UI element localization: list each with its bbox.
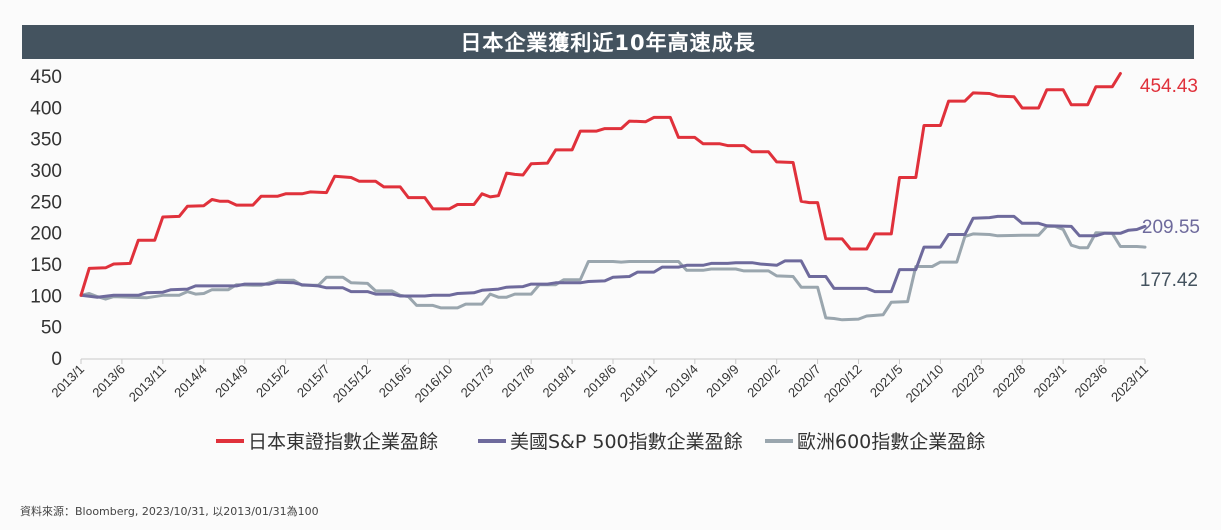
- y-tick-label: 100: [30, 286, 62, 307]
- y-tick-label: 400: [30, 98, 62, 119]
- x-tick-label: 2020/12: [821, 362, 865, 406]
- x-tick-label: 2017/3: [458, 362, 497, 401]
- x-tick-label: 2015/7: [294, 362, 333, 401]
- x-tick-label: 2022/8: [990, 362, 1029, 401]
- x-tick-label: 2023/6: [1071, 362, 1110, 401]
- x-tick-label: 2019/9: [703, 362, 742, 401]
- x-tick-label: 2018/1: [539, 362, 578, 401]
- x-tick-label: 2023/1: [1031, 362, 1070, 401]
- x-tick-label: 2013/6: [89, 362, 128, 401]
- legend-japan-label: 日本東證指數企業盈餘: [248, 431, 438, 453]
- x-tick-label: 2021/5: [867, 362, 906, 401]
- y-tick-label: 450: [30, 67, 62, 88]
- y-tick-label: 250: [30, 192, 62, 213]
- x-tick-label: 2017/8: [499, 362, 538, 401]
- x-tick-label: 2013/11: [126, 362, 169, 405]
- y-tick-label: 50: [41, 318, 62, 339]
- y-tick-label: 150: [30, 255, 62, 276]
- x-tick-label: 2018/11: [617, 362, 660, 405]
- x-tick-label: 2016/5: [376, 362, 415, 401]
- x-tick-label: 2020/2: [744, 362, 783, 401]
- x-tick-label: 2015/12: [330, 362, 374, 406]
- x-tick-label: 2014/4: [171, 362, 210, 401]
- y-tick-label: 0: [51, 349, 62, 370]
- x-tick-label: 2018/6: [580, 362, 619, 401]
- y-tick-label: 200: [30, 224, 62, 245]
- x-tick-label: 2020/7: [785, 362, 824, 401]
- x-tick-label: 2019/4: [662, 362, 701, 401]
- legend-europe-label: 歐洲600指數企業盈餘: [797, 431, 985, 453]
- x-tick-label: 2015/2: [253, 362, 292, 401]
- y-tick-label: 300: [30, 161, 62, 182]
- chart-title: 日本企業獲利近10年高速成長: [22, 25, 1194, 59]
- us-end-value: 209.55: [1142, 217, 1200, 238]
- japan-end-value: 454.43: [1140, 76, 1198, 97]
- europe-end-value: 177.42: [1140, 270, 1198, 291]
- source-note: 資料來源：Bloomberg, 2023/10/31, 以2013/01/31為…: [20, 505, 319, 518]
- x-tick-label: 2021/10: [903, 362, 947, 406]
- x-tick-label: 2023/11: [1108, 362, 1151, 405]
- japan-topix-eps-line: [79, 72, 1122, 297]
- x-tick-label: 2022/3: [949, 362, 988, 401]
- x-tick-label: 2016/10: [412, 362, 456, 406]
- europe-600-eps-line: [79, 224, 1147, 322]
- us-sp500-eps-line: [79, 214, 1147, 299]
- y-tick-label: 350: [30, 130, 62, 151]
- x-tick-label: 2014/9: [212, 362, 251, 401]
- legend-us-label: 美國S&P 500指數企業盈餘: [510, 431, 743, 453]
